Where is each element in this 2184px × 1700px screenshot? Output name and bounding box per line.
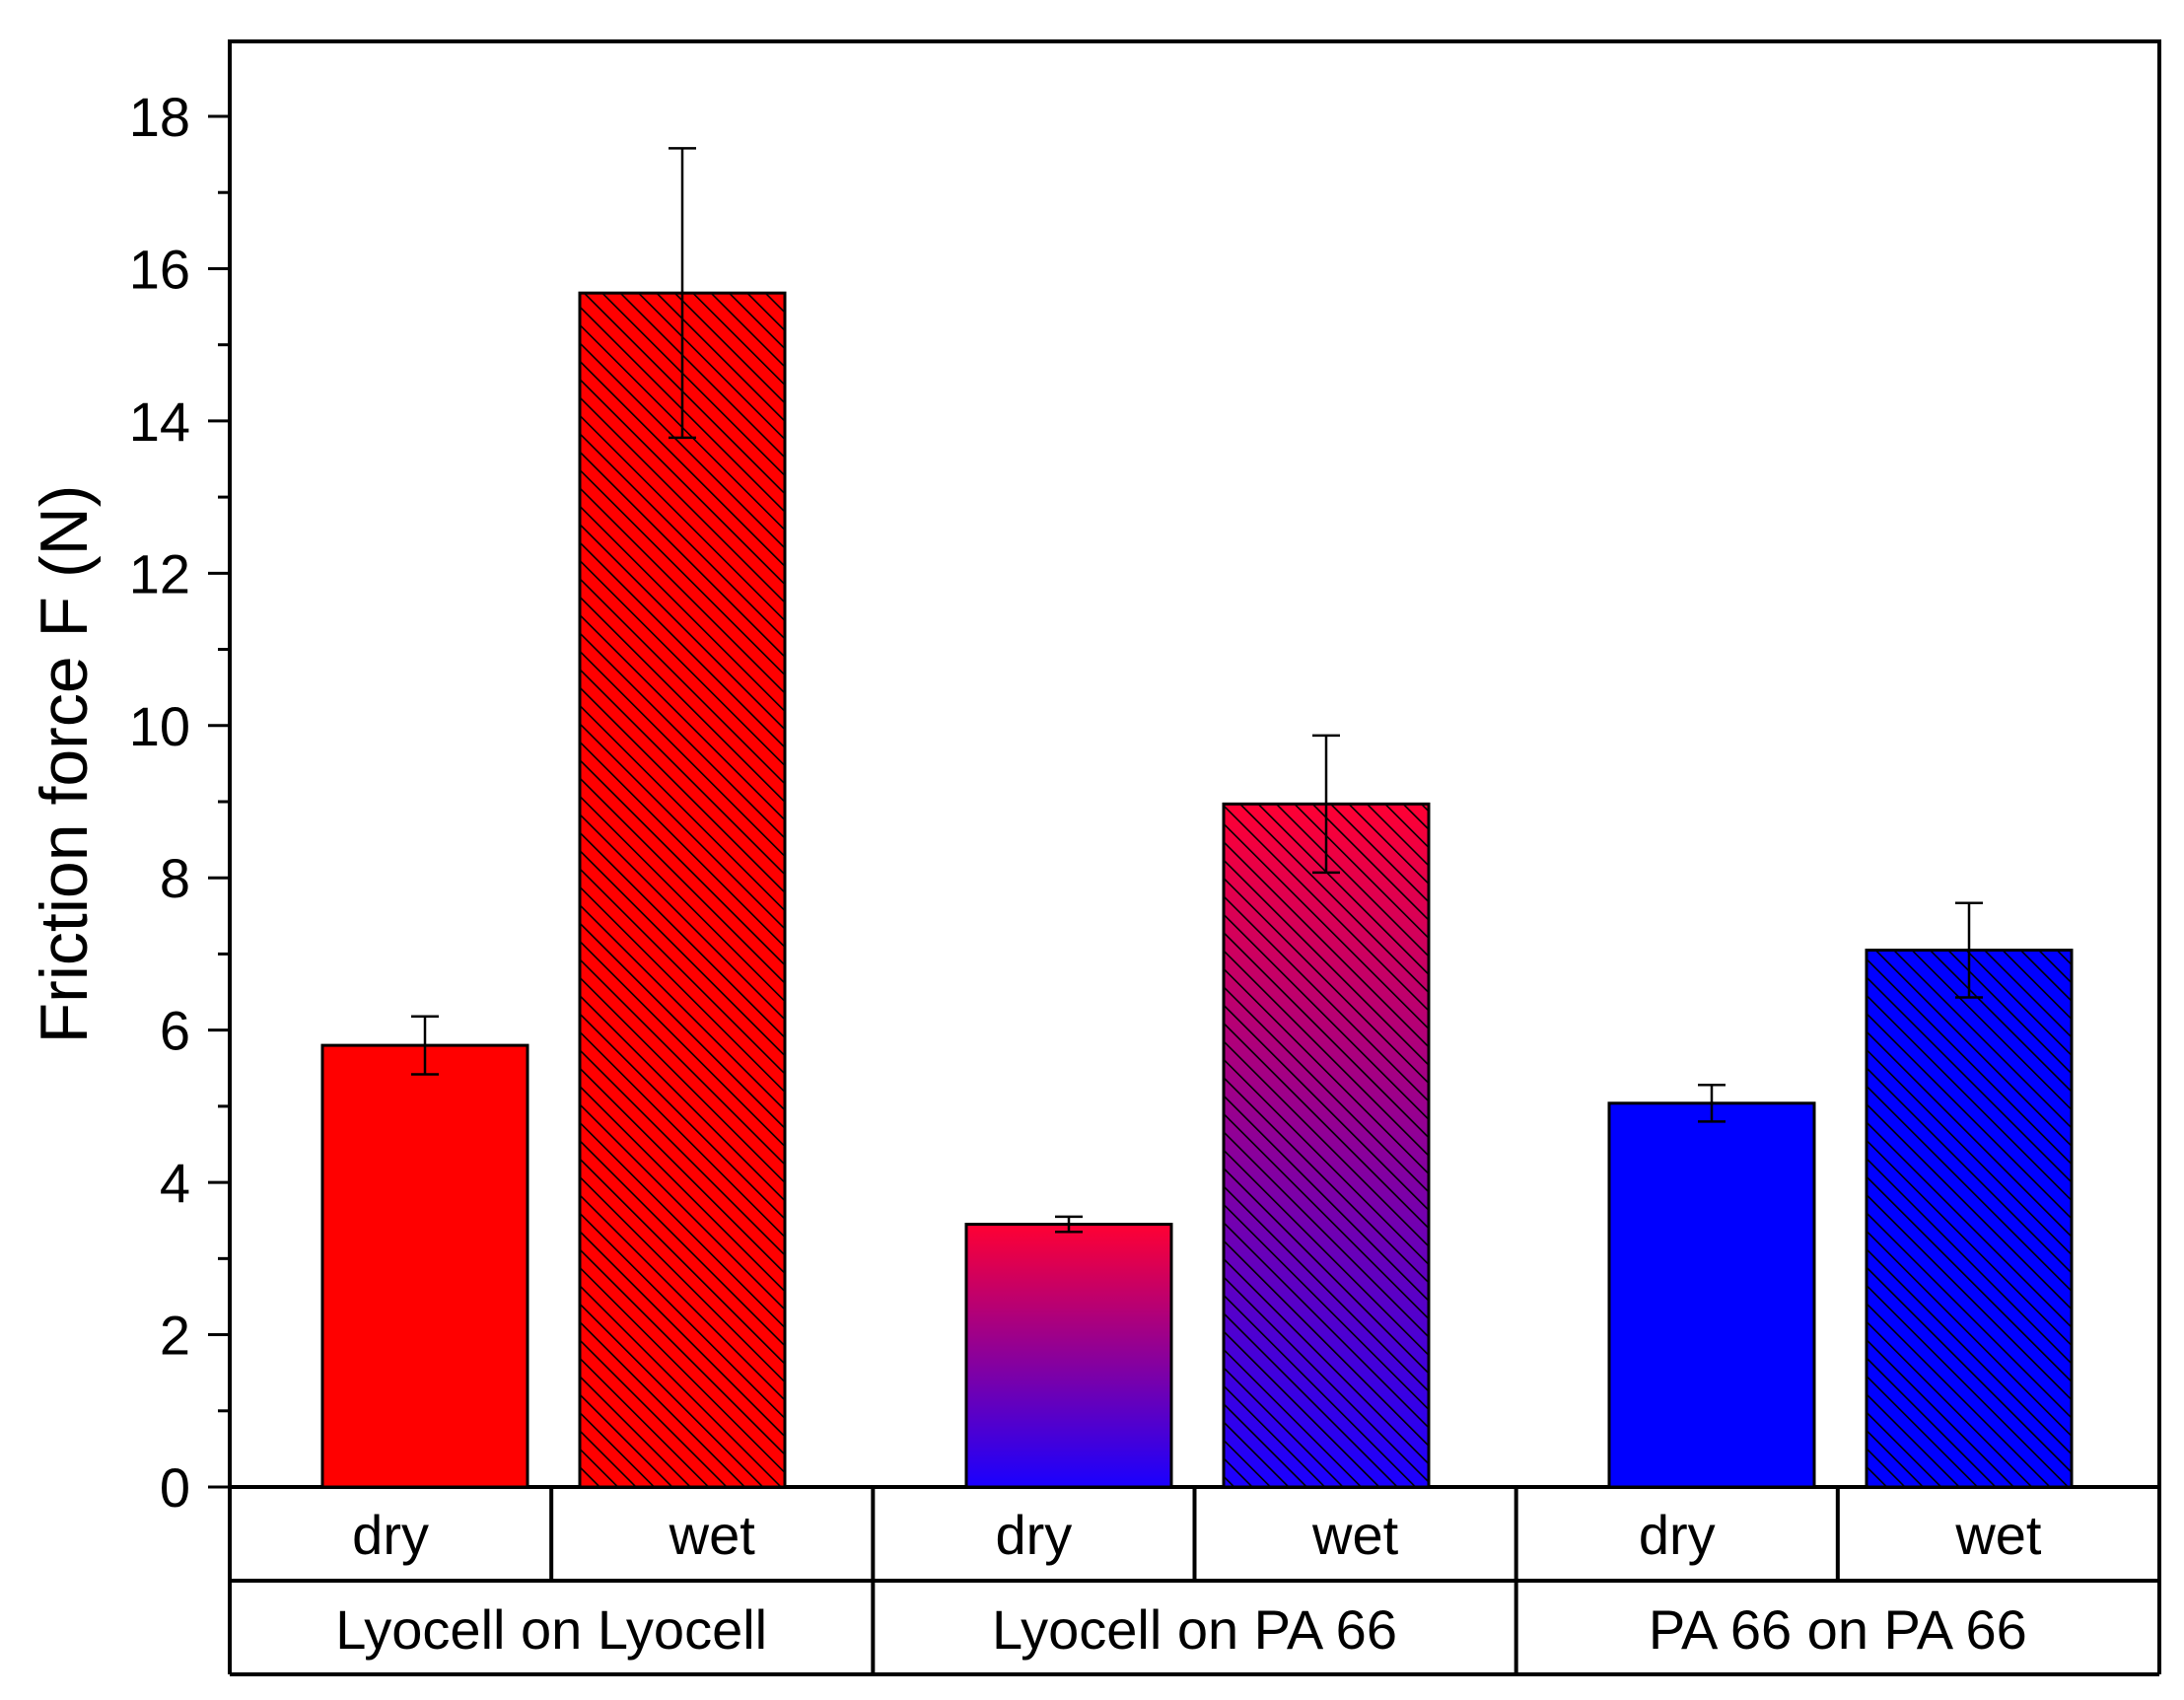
y-axis-ticks: 0 2 4 6 8 10 12 14 16 18 xyxy=(129,86,230,1519)
bar-hatch xyxy=(580,293,785,1488)
bars xyxy=(320,147,2074,1489)
condition-label: dry xyxy=(1639,1504,1716,1566)
y-tick-label: 16 xyxy=(129,238,190,300)
y-tick-label: 12 xyxy=(129,542,190,604)
condition-label: wet xyxy=(1311,1504,1399,1566)
bar-dry xyxy=(1609,1102,1814,1487)
error-bar xyxy=(1955,901,1983,999)
y-tick-label: 18 xyxy=(129,86,190,148)
y-tick-label: 2 xyxy=(160,1305,190,1367)
condition-label: dry xyxy=(996,1504,1073,1566)
error-bar xyxy=(669,147,696,440)
error-bar xyxy=(1055,1215,1083,1234)
bar-dry xyxy=(322,1045,528,1487)
condition-label: wet xyxy=(669,1504,756,1566)
y-tick-label: 10 xyxy=(129,695,190,757)
y-tick-label: 8 xyxy=(160,847,190,909)
error-bar xyxy=(1698,1084,1726,1123)
group-label: Lyocell on Lyocell xyxy=(335,1598,767,1661)
y-axis-title: Friction force F (N) xyxy=(27,485,102,1044)
error-bar xyxy=(411,1015,439,1076)
condition-label: dry xyxy=(352,1504,429,1566)
y-tick-label: 6 xyxy=(160,1000,190,1062)
group-label: Lyocell on PA 66 xyxy=(992,1598,1397,1661)
bar-hatch xyxy=(1224,804,1429,1487)
condition-label: wet xyxy=(1954,1504,2042,1566)
y-tick-label: 0 xyxy=(160,1456,190,1519)
group-label: PA 66 on PA 66 xyxy=(1649,1598,2027,1661)
bar-hatch xyxy=(1867,950,2072,1487)
bar-dry xyxy=(966,1224,1171,1487)
y-tick-label: 14 xyxy=(129,390,190,453)
category-table: dry wet dry wet dry wet Lyocell on Lyocell Lyoc… xyxy=(228,1487,2161,1676)
y-tick-label: 4 xyxy=(160,1152,190,1214)
error-bar xyxy=(1312,734,1340,875)
